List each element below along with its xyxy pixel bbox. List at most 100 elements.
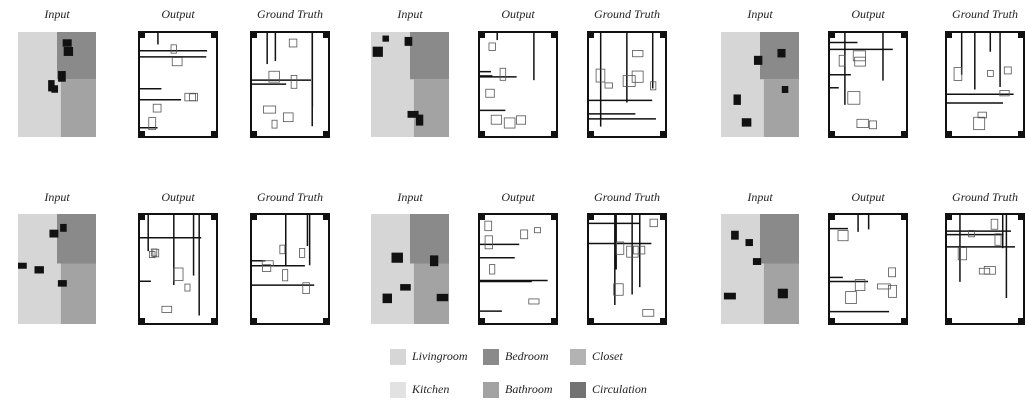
block: [734, 94, 741, 104]
block: [60, 224, 67, 232]
block: [777, 49, 785, 58]
column: [551, 214, 557, 220]
legend-swatch: [483, 349, 499, 365]
block: [408, 111, 419, 118]
legend-swatch: [390, 349, 406, 365]
floor-plan: [251, 32, 329, 137]
column: [1018, 214, 1024, 220]
block: [731, 231, 739, 240]
block: [400, 284, 411, 291]
block: [383, 294, 392, 304]
column: [139, 131, 145, 137]
floor-plan: [946, 214, 1024, 324]
column: [139, 32, 145, 38]
input-mask: [721, 214, 799, 324]
column: [251, 131, 257, 137]
legend-label: Bathroom: [505, 382, 553, 396]
column: [829, 214, 835, 220]
column: [1018, 131, 1024, 137]
column: [901, 131, 907, 137]
column: [323, 318, 329, 324]
column: [901, 214, 907, 220]
legend-swatch: [570, 382, 586, 398]
column: [323, 214, 329, 220]
input-mask: [371, 214, 449, 324]
outline: [588, 214, 666, 324]
panel-label: Input: [43, 190, 70, 204]
column: [829, 131, 835, 137]
panel-label: Ground Truth: [594, 7, 660, 21]
zone: [61, 264, 96, 325]
column: [139, 318, 145, 324]
panel-label: Ground Truth: [594, 190, 660, 204]
panel-label: Input: [396, 190, 423, 204]
panel-label: Ground Truth: [952, 190, 1018, 204]
block: [430, 255, 438, 266]
column: [660, 318, 666, 324]
column: [211, 131, 217, 137]
block: [63, 39, 72, 46]
zone: [764, 79, 799, 137]
outline: [139, 32, 217, 137]
floor-plan: [479, 32, 557, 137]
column: [588, 318, 594, 324]
block: [35, 266, 44, 273]
legend-swatch: [570, 349, 586, 365]
column: [479, 318, 485, 324]
panel-label: Input: [43, 7, 70, 21]
column: [479, 214, 485, 220]
column: [946, 318, 952, 324]
legend-label: Bedroom: [505, 349, 549, 363]
column: [901, 32, 907, 38]
column: [588, 32, 594, 38]
column: [323, 32, 329, 38]
floor-plan: [588, 32, 666, 137]
column: [139, 214, 145, 220]
block: [49, 230, 58, 238]
floor-plan: [251, 214, 329, 324]
panel-label: Ground Truth: [257, 7, 323, 21]
block: [437, 294, 449, 301]
block: [724, 293, 736, 300]
block: [392, 253, 403, 263]
legend-label: Kitchen: [411, 382, 449, 396]
zone: [410, 32, 449, 79]
column: [551, 318, 557, 324]
column: [251, 32, 257, 38]
zone: [61, 79, 96, 137]
input-mask: [18, 32, 96, 137]
legend-label: Closet: [592, 349, 623, 363]
column: [323, 131, 329, 137]
legend-swatch: [483, 382, 499, 398]
zone: [414, 79, 449, 137]
panel-label: Output: [161, 190, 195, 204]
legend-label: Circulation: [592, 382, 647, 396]
column: [901, 318, 907, 324]
panel-label: Output: [501, 7, 535, 21]
zone: [57, 214, 96, 264]
block: [382, 36, 388, 42]
column: [479, 32, 485, 38]
column: [251, 214, 257, 220]
block: [778, 289, 788, 299]
column: [211, 318, 217, 324]
column: [551, 131, 557, 137]
column: [251, 318, 257, 324]
panel-label: Output: [161, 7, 195, 21]
block: [754, 56, 762, 65]
block: [18, 263, 27, 269]
zone: [760, 214, 799, 264]
block: [58, 71, 66, 82]
column: [588, 131, 594, 137]
column: [829, 318, 835, 324]
figure: Input Output Ground Truth Input Output Ground…: [0, 0, 1026, 403]
column: [588, 214, 594, 220]
block: [405, 37, 413, 46]
input-mask: [721, 32, 799, 137]
column: [1018, 32, 1024, 38]
outline: [139, 214, 217, 324]
zone: [414, 264, 449, 325]
block: [58, 280, 67, 287]
floor-plan: [139, 214, 217, 324]
column: [211, 214, 217, 220]
